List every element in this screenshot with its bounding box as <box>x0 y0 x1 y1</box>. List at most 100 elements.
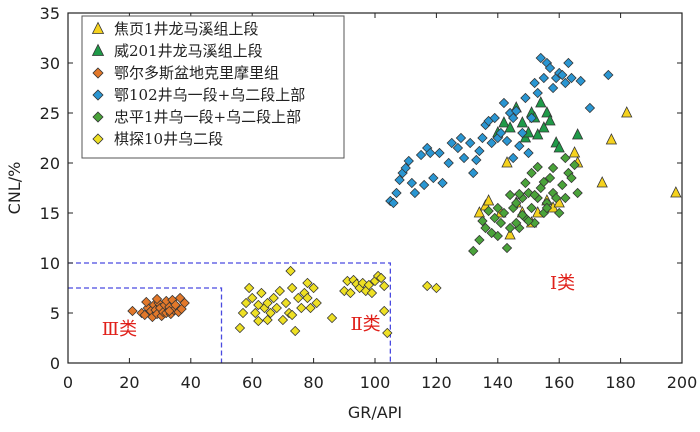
data-point <box>428 172 439 184</box>
data-point <box>151 293 163 305</box>
data-point <box>240 297 252 309</box>
data-point <box>621 106 633 118</box>
class-boundary-line <box>68 287 223 363</box>
data-point <box>290 325 301 337</box>
x-axis-title: GR/API <box>348 403 402 422</box>
data-point <box>520 177 531 189</box>
data-point <box>406 177 418 189</box>
data-point <box>363 279 375 291</box>
data-point <box>262 314 273 326</box>
data-point <box>557 69 568 81</box>
data-point <box>529 77 540 89</box>
data-point <box>253 299 264 311</box>
data-point <box>262 297 273 309</box>
data-point <box>514 140 525 152</box>
data-point <box>563 57 574 69</box>
data-point <box>391 187 402 199</box>
y-tick-label: 15 <box>40 204 60 223</box>
data-point <box>455 132 467 144</box>
data-point <box>538 72 550 84</box>
data-point <box>286 309 298 321</box>
data-point <box>477 132 488 144</box>
data-point <box>523 215 534 227</box>
data-point <box>286 282 298 294</box>
data-point <box>532 87 543 99</box>
legend-label: 鄂102井乌一段+乌二段上部 <box>114 86 305 104</box>
data-point <box>465 137 476 149</box>
data-point <box>547 82 559 94</box>
data-point <box>554 207 565 219</box>
data-point <box>526 112 537 124</box>
x-tick-label: 100 <box>360 373 391 392</box>
legend-marker <box>92 133 104 145</box>
legend-marker <box>92 111 104 123</box>
data-point <box>526 167 537 179</box>
data-point <box>164 305 175 317</box>
data-point <box>345 287 356 299</box>
data-point <box>572 187 583 199</box>
data-point <box>285 265 296 277</box>
axes: 0 20 40 60 80 100 120 140 160 180 200 0 5 10 15 20 25 30 3… <box>40 4 698 392</box>
data-point <box>514 188 525 200</box>
legend-marker <box>91 43 105 56</box>
data-point <box>431 282 442 294</box>
series-group <box>468 152 583 257</box>
data-point <box>538 176 550 188</box>
data-point <box>498 116 510 128</box>
legend-label: 威201井龙马溪组上段 <box>114 42 263 60</box>
data-point <box>139 309 150 321</box>
data-point <box>388 197 399 209</box>
x-tick-label: 200 <box>667 373 698 392</box>
data-point <box>446 137 457 149</box>
data-point <box>507 112 519 124</box>
data-point <box>326 312 338 324</box>
data-point <box>486 227 497 239</box>
x-tick-label: 20 <box>119 373 139 392</box>
legend-label: 焦页1井龙马溪组上段 <box>114 20 259 38</box>
class-boundary-line <box>68 262 392 363</box>
data-point <box>511 217 522 229</box>
legend-marker <box>92 89 104 101</box>
data-point <box>482 194 495 206</box>
data-point <box>468 167 479 179</box>
data-point <box>566 172 577 184</box>
data-point <box>498 97 510 109</box>
data-point <box>274 285 285 297</box>
x-tick-label: 180 <box>605 373 636 392</box>
data-point <box>308 282 319 294</box>
data-point <box>507 152 519 164</box>
data-point <box>544 172 556 184</box>
data-point <box>268 292 279 304</box>
data-point <box>366 287 378 299</box>
data-point <box>409 187 421 199</box>
data-point <box>498 207 510 219</box>
data-point <box>170 299 181 311</box>
data-point <box>544 62 556 74</box>
data-point <box>538 121 550 133</box>
data-point <box>535 52 546 64</box>
data-point <box>553 141 565 153</box>
data-point <box>477 215 488 227</box>
class-label: Ⅲ类 <box>102 319 137 340</box>
data-point <box>253 315 264 327</box>
y-tick-label: 30 <box>40 54 60 73</box>
series-group <box>385 52 614 209</box>
data-point <box>516 116 529 128</box>
data-point <box>243 282 255 294</box>
data-point <box>127 305 138 317</box>
data-point <box>544 114 556 126</box>
x-tick-label: 160 <box>544 373 575 392</box>
data-point <box>568 146 581 158</box>
y-tick-label: 35 <box>40 4 60 23</box>
data-point <box>375 272 387 284</box>
data-point <box>434 147 445 159</box>
data-point <box>532 128 544 140</box>
data-point <box>557 179 568 191</box>
class-label: Ⅰ类 <box>550 273 575 294</box>
data-point <box>179 297 190 309</box>
data-point <box>492 202 503 214</box>
data-point <box>379 280 390 292</box>
x-tick-label: 0 <box>63 373 73 392</box>
data-point <box>256 287 267 299</box>
legend-label: 忠平1井乌一段+乌二段上部 <box>114 108 301 126</box>
